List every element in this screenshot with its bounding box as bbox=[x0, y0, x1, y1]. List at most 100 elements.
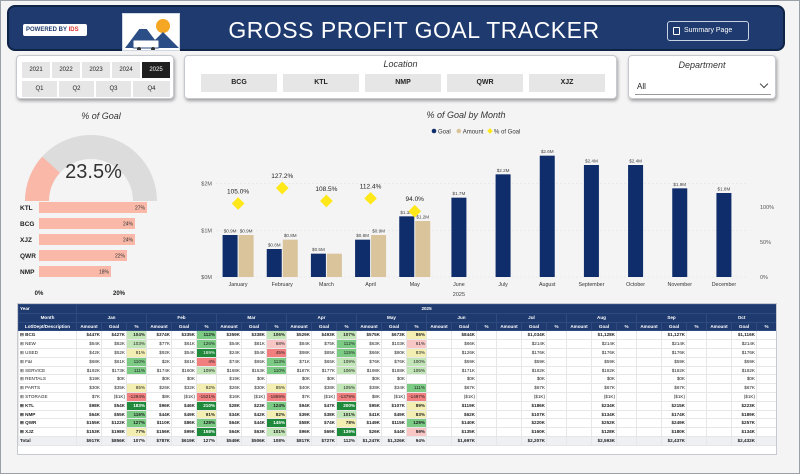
percent-of-goal-label: 105.0% bbox=[227, 189, 249, 196]
matrix-row[interactable]: ⊞ QWR $155K $122K 127% $110K $86K 128% $64K $44K… bbox=[18, 418, 776, 429]
goal-bar-label: $2.4M bbox=[629, 159, 642, 164]
matrix-cell-amount: $30K bbox=[76, 383, 102, 393]
matrix-row[interactable]: ⊞ SERVICE $192K $173K 111% $174K $160K 109% $16… bbox=[18, 365, 776, 376]
matrix-cell-goal: $35K bbox=[101, 383, 127, 393]
matrix-cell-goal: $69K bbox=[311, 427, 337, 437]
location-button-xjz[interactable]: XJZ bbox=[529, 74, 605, 92]
year-button-2025[interactable]: 2025 bbox=[142, 62, 170, 78]
location-button-qwr[interactable]: QWR bbox=[447, 74, 523, 92]
matrix-cell-amount bbox=[566, 347, 592, 358]
matrix-cell-goal: $82K bbox=[101, 339, 127, 349]
amount-bar-label: $1.2M bbox=[416, 215, 429, 220]
department-slicer-title: Department bbox=[678, 60, 726, 70]
matrix-cell-amount: $95K bbox=[356, 400, 382, 411]
matrix-cell-amount bbox=[496, 365, 522, 376]
matrix-cell-percent: 78% bbox=[336, 418, 357, 429]
matrix-cell-goal: $126K bbox=[451, 347, 477, 358]
quarter-button-q1[interactable]: Q1 bbox=[22, 81, 57, 97]
matrix-cell-goal: $44K bbox=[241, 418, 267, 429]
matrix-cell-goal: $189K bbox=[731, 409, 757, 420]
matrix-row[interactable]: Total $917K $856K 107% $787K $619K 127% $549K $5… bbox=[18, 435, 776, 446]
location-button-nmp[interactable]: NMP bbox=[365, 74, 441, 92]
matrix-header-cell: May bbox=[356, 312, 427, 323]
year-button-2023[interactable]: 2023 bbox=[82, 62, 110, 78]
matrix-header-row: Lot/Dept/Description Amount Goal% Amount Goa… bbox=[18, 321, 776, 332]
percent-of-goal-marker bbox=[364, 191, 377, 205]
goal-bar bbox=[495, 174, 511, 277]
matrix-cell-amount bbox=[496, 339, 522, 349]
matrix-cell-amount bbox=[426, 383, 452, 393]
matrix-header-cell: Apr bbox=[286, 312, 357, 323]
matrix-row[interactable]: ⊞ RENTALS $19K $0K $0K $0K $19K $0K $0K $0K $0K $0… bbox=[18, 374, 776, 385]
matrix-cell-goal: $67K bbox=[591, 383, 617, 393]
year-button-2022[interactable]: 2022 bbox=[52, 62, 80, 78]
matrix-row[interactable]: ⊞ XJZ $153K $198K 77% $156K $99K 158% $64K $63K 1… bbox=[18, 427, 776, 437]
percent-of-goal-label: 108.5% bbox=[315, 186, 337, 193]
matrix-cell-goal: $75K bbox=[311, 339, 337, 349]
matrix-cell-amount bbox=[496, 383, 522, 393]
year-button-2024[interactable]: 2024 bbox=[112, 62, 140, 78]
matrix-cell-goal: $2,593K bbox=[591, 435, 617, 446]
matrix-cell-percent bbox=[616, 400, 637, 411]
matrix-cell-goal: $673K bbox=[381, 330, 407, 341]
location-button-ktl[interactable]: KTL bbox=[283, 74, 359, 92]
matrix-cell-amount: $77K bbox=[146, 339, 172, 349]
matrix-cell-goal: $54K bbox=[171, 347, 197, 358]
department-dropdown[interactable]: All bbox=[635, 78, 771, 95]
matrix-cell-percent bbox=[546, 356, 567, 367]
department-dropdown-value: All bbox=[637, 82, 646, 91]
matrix-header-cell: Mar bbox=[216, 312, 287, 323]
matrix-cell-goal: $1,127K bbox=[661, 330, 687, 341]
matrix-cell-amount bbox=[426, 435, 452, 446]
matrix-row[interactable]: ⊞ F&I $68K $61K 110% $2K $61K 4% $74K $65K 113% $7… bbox=[18, 356, 776, 367]
matrix-cell-percent bbox=[755, 435, 776, 446]
quarter-button-q4[interactable]: Q4 bbox=[133, 81, 170, 97]
matrix-cell-amount: $66K bbox=[356, 347, 382, 358]
matrix-row[interactable]: ⊞ KTL $98K $54K 183% $96K $46K 210% $28K $23K 124… bbox=[18, 400, 776, 411]
quarter-button-q2[interactable]: Q2 bbox=[59, 81, 94, 97]
matrix-row[interactable]: ⊞ PARTS $30K $35K 85% $26K $32K 82% $26K $30K 85%… bbox=[18, 383, 776, 393]
matrix-header-cell: % bbox=[755, 321, 776, 332]
matrix-cell-amount bbox=[566, 330, 592, 341]
matrix-cell-amount bbox=[706, 356, 732, 367]
matrix-header-cell: % bbox=[126, 321, 147, 332]
matrix-cell-amount bbox=[496, 409, 522, 420]
location-button-bcg[interactable]: BCG bbox=[201, 74, 277, 92]
matrix-cell-percent bbox=[755, 427, 776, 437]
y2-tick-label: 0% bbox=[760, 275, 768, 281]
matrix-cell-amount bbox=[426, 409, 452, 420]
matrix-cell-amount bbox=[706, 427, 732, 437]
matrix-cell-percent: -1521% bbox=[196, 391, 217, 402]
matrix-cell-percent bbox=[476, 330, 497, 341]
matrix-cell-percent: 105% bbox=[406, 365, 427, 376]
matrix-cell-percent bbox=[546, 365, 567, 376]
percent-of-goal-label: 112.4% bbox=[360, 183, 382, 190]
gauge-value: 23.5% bbox=[65, 161, 122, 183]
matrix-cell-goal: $59K bbox=[591, 356, 617, 367]
matrix-cell-amount: $198K bbox=[356, 365, 382, 376]
matrix-row[interactable]: ⊟ BCG $447K $427K 104% $374K $335K 112% $359K $3… bbox=[18, 330, 776, 341]
matrix-row[interactable]: ⊞ USED $42K $52K 81% $92K $54K 169% $24K $54K 45%… bbox=[18, 347, 776, 358]
matrix-header-cell: Lot/Dept/Description bbox=[18, 321, 77, 332]
summary-page-button[interactable]: Summary Page bbox=[667, 21, 749, 41]
matrix-header-cell: % bbox=[266, 321, 287, 332]
matrix-row[interactable]: ⊞ NEW $84K $82K 103% $77K $61K 126% $54K $81K 68%… bbox=[18, 339, 776, 349]
year-button-2021[interactable]: 2021 bbox=[22, 62, 50, 78]
matrix-cell-amount bbox=[496, 347, 522, 358]
matrix-row[interactable]: ⊞ NMP $64K $55K 116% $44K $49K 91% $34K $42K 82% $… bbox=[18, 409, 776, 420]
matrix-cell-amount: $817K bbox=[286, 435, 312, 446]
matrix-row-label: ⊞ F&I bbox=[18, 356, 77, 367]
matrix-cell-amount: $16K bbox=[216, 391, 242, 402]
matrix-cell-percent bbox=[686, 356, 707, 367]
matrix-cell-goal: $160K bbox=[521, 427, 547, 437]
location-bar bbox=[39, 218, 135, 229]
quarter-button-q3[interactable]: Q3 bbox=[96, 81, 131, 97]
matrix-cell-percent: 89% bbox=[406, 400, 427, 411]
matrix-row[interactable]: ⊞ STORAGE $7K ($1K) -1294% $8K ($1K) -1521% $16… bbox=[18, 391, 776, 402]
goal-bar-label: $2.6M bbox=[541, 149, 554, 154]
matrix-cell-percent bbox=[546, 383, 567, 393]
x-tick-label: April bbox=[365, 282, 376, 288]
matrix-cell-percent bbox=[755, 365, 776, 376]
amount-bar-label: $0.8M bbox=[284, 233, 297, 238]
matrix-cell-amount: $64K bbox=[216, 427, 242, 437]
